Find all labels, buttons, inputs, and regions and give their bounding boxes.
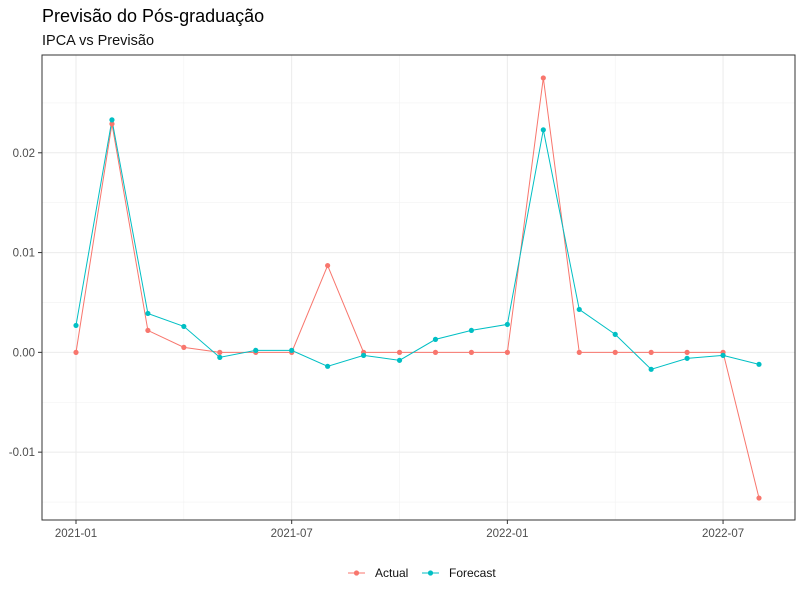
actual-point <box>504 349 510 355</box>
actual-legend-label: Actual <box>375 566 408 580</box>
forecast-point <box>145 310 151 317</box>
actual-point <box>325 262 331 269</box>
x-tick-label: 2021-01 <box>55 528 97 540</box>
actual-point <box>468 349 475 355</box>
actual-line <box>75 77 760 499</box>
forecast-point <box>109 117 115 123</box>
actual-point <box>217 349 223 355</box>
forecast-point <box>325 363 331 369</box>
actual-point <box>145 327 151 334</box>
forecast-point <box>396 357 403 363</box>
x-tick-label: 2022-01 <box>486 528 528 540</box>
chart-subtitle: IPCA vs Previsão <box>42 33 155 49</box>
forecast-legend-marker <box>427 570 434 576</box>
forecast-point <box>648 366 654 372</box>
actual-point <box>648 349 654 355</box>
forecast-legend-label: Forecast <box>449 566 496 580</box>
y-tick-label: -0.01 <box>9 447 35 459</box>
actual-point <box>540 75 546 81</box>
legend: Actual Forecast <box>348 566 496 580</box>
y-tick-label: 0.00 <box>13 347 35 359</box>
y-tick-label: 0.01 <box>13 248 35 260</box>
forecast-point <box>720 352 726 358</box>
actual-point <box>181 344 187 350</box>
forecast-point <box>540 127 546 133</box>
forecast-point <box>253 347 259 353</box>
plot-panel-border <box>41 54 796 521</box>
forecast-point <box>217 354 223 360</box>
forecast-line <box>75 119 760 370</box>
forecast-point <box>360 352 367 358</box>
forecast-point <box>73 322 79 329</box>
series-points <box>73 75 762 501</box>
actual-point <box>612 349 618 355</box>
forecast-point <box>576 306 582 313</box>
forecast-point <box>684 355 690 361</box>
forecast-point <box>289 347 295 353</box>
actual-point <box>576 349 582 355</box>
actual-point <box>432 349 439 355</box>
forecast-point <box>612 331 618 337</box>
series-lines <box>75 77 760 499</box>
forecast-point <box>504 321 510 328</box>
actual-point <box>396 349 403 355</box>
forecast-point <box>468 327 475 334</box>
actual-point <box>684 349 690 355</box>
forecast-point <box>181 323 187 330</box>
actual-legend-marker <box>353 570 360 576</box>
x-tick-label: 2021-07 <box>271 528 313 540</box>
forecast-point <box>432 336 439 342</box>
actual-point <box>109 121 115 127</box>
major-gridlines <box>42 55 795 520</box>
y-axis: -0.01 0.00 0.01 0.02 <box>9 148 42 459</box>
actual-point <box>756 495 762 501</box>
minor-gridlines <box>42 55 795 520</box>
actual-point <box>73 349 79 355</box>
x-tick-label: 2022-07 <box>702 528 744 540</box>
chart-title: Previsão do Pós-graduação <box>42 6 265 26</box>
x-axis: 2021-01 2021-07 2022-01 2022-07 <box>55 520 744 540</box>
y-tick-label: 0.02 <box>13 148 35 160</box>
forecast-point <box>756 361 762 367</box>
